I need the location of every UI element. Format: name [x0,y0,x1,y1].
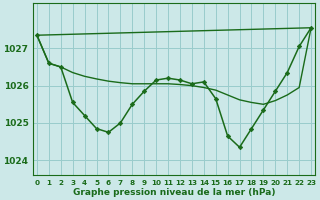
X-axis label: Graphe pression niveau de la mer (hPa): Graphe pression niveau de la mer (hPa) [73,188,275,197]
